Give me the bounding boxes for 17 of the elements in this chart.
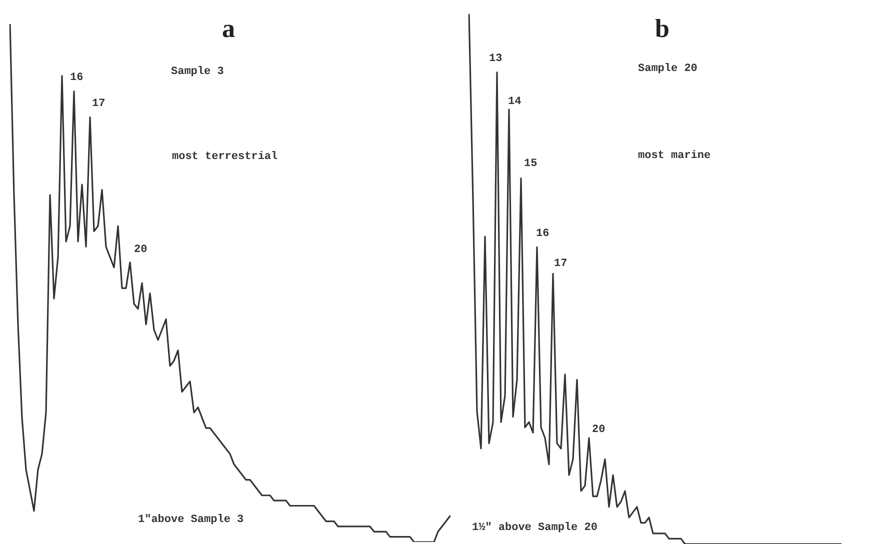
annotation: 1"above Sample 3 xyxy=(138,514,244,526)
chart-title: a xyxy=(222,14,235,44)
annotation: most terrestrial xyxy=(172,151,278,163)
annotation: 20 xyxy=(134,244,148,256)
annotation: 14 xyxy=(508,96,522,108)
annotation: most marine xyxy=(638,150,711,162)
chart-title: b xyxy=(655,14,670,44)
annotation: 16 xyxy=(536,228,550,240)
annotation: 1½" above Sample 20 xyxy=(472,522,598,534)
annotation: 16 xyxy=(70,72,84,84)
annotation: 15 xyxy=(524,158,538,170)
annotation: Sample 3 xyxy=(171,66,224,78)
annotation: 17 xyxy=(554,258,568,270)
annotation: 20 xyxy=(592,424,606,436)
annotation: 13 xyxy=(489,53,502,65)
annotation: 17 xyxy=(92,98,106,110)
annotation: Sample 20 xyxy=(638,63,698,75)
